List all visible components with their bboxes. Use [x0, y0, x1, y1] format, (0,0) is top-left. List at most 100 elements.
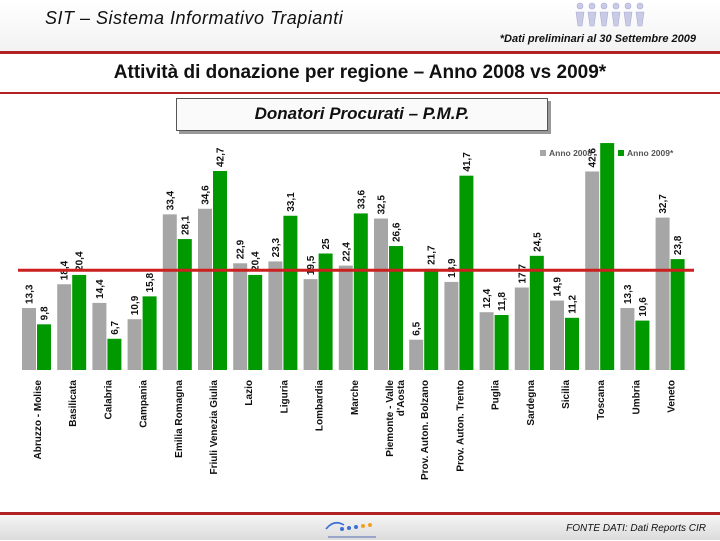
bar-2009-16: [600, 143, 615, 370]
bar-2009-12: [459, 175, 474, 370]
value-label-2009-11: 21,7: [427, 245, 438, 265]
bar-2008-10: [374, 218, 388, 370]
bar-2008-8: [303, 279, 318, 370]
value-label-2009-5: 42,7: [216, 147, 227, 167]
bar-2008-4: [162, 214, 177, 370]
category-label-0: Abruzzo - Molise: [33, 380, 44, 460]
value-label-2008-10: 32,5: [377, 195, 388, 215]
value-label-2009-9: 33,6: [356, 190, 367, 210]
data-source-label: FONTE DATI: Dati Reports CIR: [566, 523, 706, 534]
value-label-2009-4: 28,1: [180, 215, 191, 235]
bar-2008-2: [92, 302, 107, 370]
value-label-2008-13: 12,4: [482, 288, 493, 308]
value-label-2008-18: 32,7: [658, 194, 669, 214]
value-label-2008-5: 34,6: [201, 185, 212, 205]
category-label-1: Basilicata: [68, 380, 79, 427]
bar-2008-11: [409, 339, 424, 370]
value-label-2008-11: 6,5: [412, 321, 423, 335]
subtitle-box: Donatori Procurati – P.M.P.: [176, 98, 548, 131]
bar-2009-11: [424, 268, 439, 370]
category-label-2: Calabria: [103, 380, 114, 420]
category-label-14: Sardegna: [526, 380, 537, 426]
bar-2009-13: [494, 315, 509, 370]
value-label-2009-0: 9,8: [40, 306, 51, 320]
bar-2009-2: [107, 338, 122, 370]
category-label-9: Marche: [350, 380, 361, 415]
value-label-2008-2: 14,4: [95, 279, 106, 299]
bar-2008-12: [444, 281, 459, 370]
value-label-2009-8: 25: [321, 238, 332, 250]
value-label-2009-17: 10,6: [638, 297, 649, 317]
bar-2009-3: [142, 296, 157, 370]
header-bar: SIT – Sistema Informativo Trapianti *Dat…: [0, 0, 720, 54]
footer-bar: FONTE DATI: Dati Reports CIR: [0, 512, 720, 540]
bar-2008-1: [57, 284, 72, 370]
category-label-10-b: d'Aosta: [396, 380, 407, 417]
value-label-2008-7: 23,3: [271, 238, 282, 258]
category-label-7: Liguria: [279, 380, 290, 414]
bar-2008-9: [338, 265, 353, 370]
value-label-2008-3: 10,9: [130, 295, 141, 315]
title-divider: [0, 92, 720, 94]
bar-2008-7: [268, 261, 283, 370]
value-label-2008-12: 18,9: [447, 258, 458, 278]
value-label-2008-8: 19,5: [306, 255, 317, 275]
bar-2008-3: [127, 319, 142, 370]
bar-2008-17: [620, 308, 635, 370]
bar-2008-15: [550, 300, 564, 370]
category-label-15: Sicilia: [561, 380, 572, 409]
category-label-16: Toscana: [596, 380, 607, 420]
value-label-2009-1: 20,4: [75, 251, 86, 271]
value-label-2008-0: 13,3: [25, 284, 36, 304]
value-label-2009-12: 41,7: [462, 152, 473, 172]
bar-2009-6: [248, 274, 263, 370]
category-label-4: Emilia Romagna: [174, 380, 185, 458]
bar-2009-15: [565, 317, 579, 370]
bar-2009-18: [670, 259, 685, 370]
category-label-17: Umbria: [631, 380, 642, 415]
value-label-2008-15: 14,9: [553, 277, 564, 297]
value-label-2008-9: 22,4: [341, 242, 352, 262]
bar-2009-0: [37, 324, 51, 370]
value-label-2009-7: 33,1: [286, 192, 297, 212]
legend-swatch-0: [540, 150, 546, 156]
people-logo-icon: [575, 2, 645, 27]
bar-2009-4: [177, 239, 192, 370]
bar-2008-6: [233, 263, 248, 370]
category-label-8: Lombardia: [315, 380, 326, 432]
bar-2008-0: [22, 308, 36, 370]
bar-2008-13: [479, 312, 494, 370]
value-label-2009-2: 6,7: [110, 320, 121, 334]
legend-label-1: Anno 2009*: [627, 148, 674, 158]
bar-2008-14: [514, 287, 529, 370]
chart-subtitle: Donatori Procurati – P.M.P.: [254, 104, 470, 123]
bar-2009-17: [635, 320, 650, 370]
value-label-2008-16: 42,6: [588, 148, 599, 168]
bar-2008-5: [198, 208, 212, 370]
value-label-2008-6: 22,9: [236, 239, 247, 259]
bar-2009-1: [72, 274, 87, 370]
category-label-5: Friuli Venezia Giulia: [209, 380, 220, 475]
legend-label-0: Anno 2008: [549, 148, 592, 158]
value-label-2008-17: 13,3: [623, 284, 634, 304]
value-label-2009-15: 11,2: [568, 294, 579, 313]
category-label-13: Puglia: [491, 380, 502, 410]
bar-2009-9: [353, 213, 368, 370]
value-label-2009-18: 23,8: [673, 235, 684, 255]
bar-2009-7: [283, 215, 298, 370]
bar-2009-8: [318, 253, 333, 370]
preliminary-data-note: *Dati preliminari al 30 Settembre 2009: [499, 33, 696, 45]
value-label-2009-14: 24,5: [532, 232, 543, 252]
category-label-6: Lazio: [244, 380, 255, 406]
category-label-10: Piemonte - Valle: [385, 380, 396, 457]
legend-swatch-1: [618, 150, 624, 156]
value-label-2008-14: 17,7: [517, 264, 528, 284]
value-label-2009-6: 20,4: [251, 251, 262, 271]
system-title: SIT – Sistema Informativo Trapianti: [45, 8, 344, 28]
page-title: Attività di donazione per regione – Anno…: [113, 62, 607, 83]
value-label-2009-3: 15,8: [145, 272, 156, 292]
cnt-logo-icon: [325, 521, 376, 538]
category-label-3: Campania: [139, 380, 150, 428]
value-label-2008-4: 33,4: [165, 190, 176, 210]
